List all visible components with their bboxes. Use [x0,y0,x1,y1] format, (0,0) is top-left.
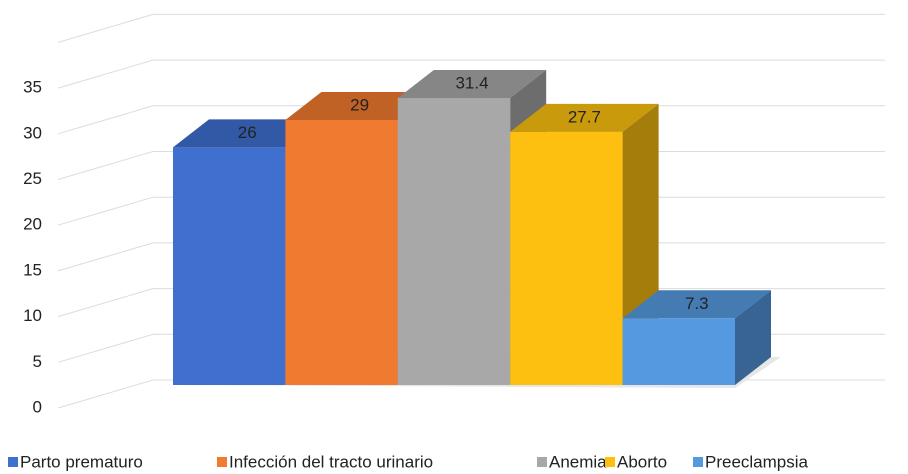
bar-top [622,290,771,319]
legend-label: Infección del tracto urinario [229,452,433,471]
y-tick-label: 35 [23,78,42,97]
data-label: 7.3 [685,294,709,313]
bar-front [285,119,398,385]
bar-side [735,290,771,385]
y-tick-label: 15 [23,260,42,279]
legend-swatch [605,457,615,467]
bar-front [173,147,286,385]
grid-line [57,13,885,43]
legend-swatch [693,457,703,467]
bar-top [173,119,322,148]
y-tick-label: 0 [33,397,42,416]
y-tick-label: 25 [23,169,42,188]
bar-front [622,318,735,385]
y-tick-label: 10 [23,306,42,325]
legend-label: Preeclampsia [705,452,809,471]
bar-front [510,131,623,385]
y-tick-label: 30 [23,123,42,142]
bar-top [285,91,434,120]
legend-label: Aborto [617,452,667,471]
bar-top [510,103,659,132]
data-label: 29 [350,95,369,114]
legend-swatch [8,457,18,467]
legend-label: Anemia [549,452,607,471]
legend-label: Parto prematuro [20,452,143,471]
bar-front [397,98,511,385]
data-label: 31.4 [455,73,488,92]
bar-top [397,70,547,99]
data-label: 27.7 [568,107,601,126]
y-tick-label: 20 [23,215,42,234]
data-label: 26 [238,123,257,142]
grid-line [57,59,885,89]
legend-swatch [537,457,547,467]
y-tick-label: 5 [33,352,42,371]
legend-swatch [217,457,227,467]
